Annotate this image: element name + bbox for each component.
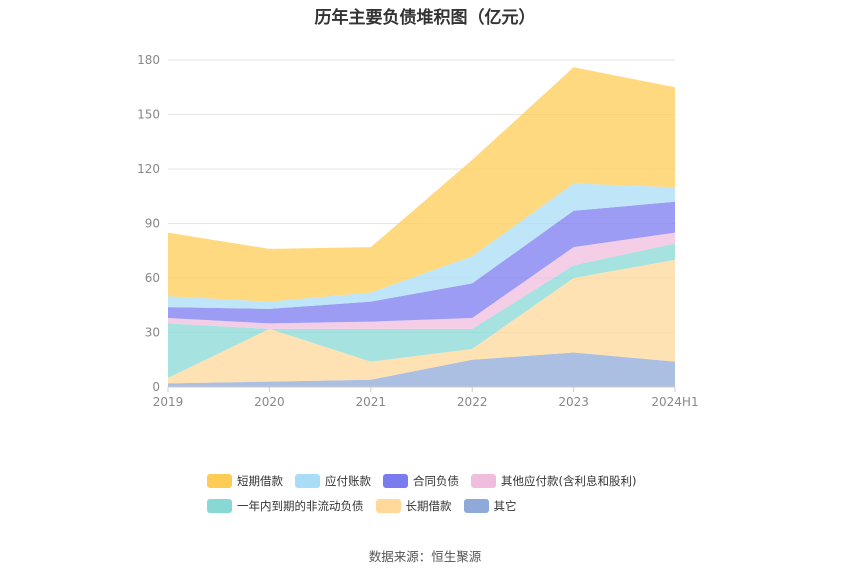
area-series-2	[168, 259, 675, 384]
legend-label: 合同负债	[413, 474, 459, 488]
legend-swatch	[471, 474, 496, 488]
legend-item[interactable]: 其它	[463, 498, 517, 514]
y-tick-label-180: 180	[137, 53, 160, 67]
y-tick-label-150: 150	[137, 108, 160, 122]
chart-title: 历年主要负债堆积图（亿元）	[314, 8, 536, 28]
y-tick-label-90: 90	[145, 217, 160, 231]
x-tick-label-2019: 2019	[153, 395, 184, 409]
legend-label: 长期借款	[405, 499, 452, 513]
legend-item[interactable]: 长期借款	[375, 498, 452, 514]
x-tick-label-2023: 2023	[558, 395, 589, 409]
data-source-note: 数据来源：恒生聚源	[368, 549, 482, 564]
area-series-7	[168, 67, 675, 302]
y-tick-label-0: 0	[152, 380, 160, 394]
legend-item[interactable]: 短期借款	[207, 473, 283, 489]
x-tick-label-2024H1: 2024H1	[651, 395, 698, 409]
legend-swatch	[463, 499, 489, 513]
y-tick-label-120: 120	[137, 162, 160, 176]
legend-swatch	[207, 474, 232, 488]
y-tick-label-30: 30	[145, 326, 160, 340]
x-tick-label-2022: 2022	[457, 395, 488, 409]
legend-item[interactable]: 合同负债	[383, 473, 459, 489]
legend-row-2: 一年内到期的非流动负债 长期借款 其它	[207, 497, 667, 515]
legend-item[interactable]: 应付账款	[295, 473, 371, 489]
legend-item[interactable]: 其他应付款(含利息和股利)	[471, 473, 636, 489]
area-series-5	[168, 201, 675, 324]
legend-label: 其它	[493, 499, 517, 513]
stacked-area-chart: 0 30 60 90 120 150 180 2019 2020 2021 2022 2023 2024…	[137, 53, 699, 409]
legend-label: 应付账款	[325, 474, 371, 488]
legend-swatch	[207, 499, 232, 513]
legend-label: 其他应付款(含利息和股利)	[501, 474, 637, 488]
legend-label: 短期借款	[237, 474, 283, 488]
legend-row-1: 短期借款 应付账款 合同负债 其他应付款(含利息和股利)	[207, 472, 667, 490]
legend-swatch	[383, 474, 408, 488]
x-tick-label-2021: 2021	[356, 395, 387, 409]
axes: 0 30 60 90 120 150 180 2019 2020 2021 2022 2023 2024…	[137, 53, 699, 409]
area-series	[168, 67, 675, 387]
legend-item[interactable]: 一年内到期的非流动负债	[207, 498, 364, 514]
legend-label: 一年内到期的非流动负债	[237, 499, 364, 513]
area-series-3	[168, 243, 675, 378]
x-tick-label-2020: 2020	[254, 395, 285, 409]
y-tick-label-60: 60	[145, 271, 160, 285]
legend: 短期借款 应付账款 合同负债 其他应付款(含利息和股利) 一年内到期的非流动负债 长期借…	[207, 472, 667, 522]
legend-swatch	[375, 499, 401, 513]
area-series-6	[168, 183, 675, 309]
area-series-4	[168, 232, 675, 329]
legend-swatch	[295, 474, 320, 488]
